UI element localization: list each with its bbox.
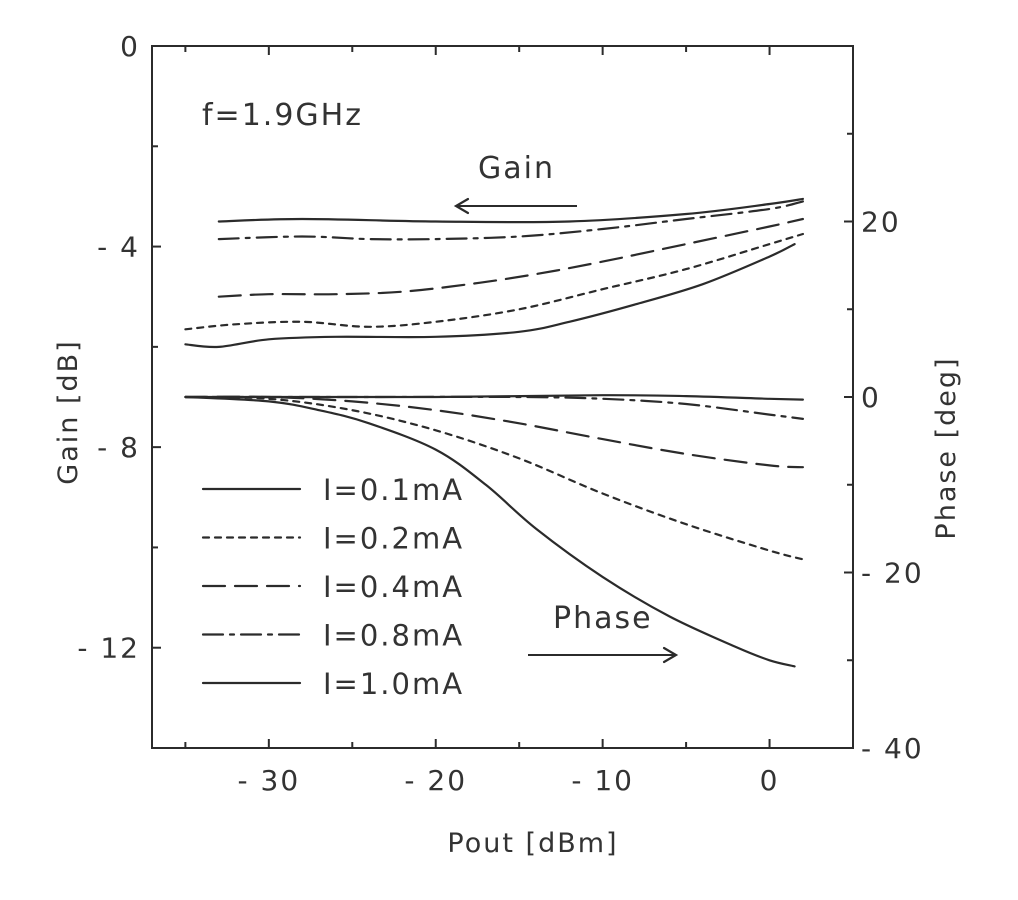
data-curves xyxy=(184,197,804,668)
gain-curve-i-0-4ma xyxy=(217,217,804,298)
x-axis-title: Pout [dBm] xyxy=(447,828,618,859)
gain-annotation: Gain xyxy=(478,151,555,186)
y-tick-label: - 12 xyxy=(77,632,140,665)
x-tick-label: - 10 xyxy=(571,764,634,797)
phase-curve-i-0-8ma xyxy=(184,395,804,420)
legend-label: I=0.1mA xyxy=(323,473,464,507)
gain-arrow xyxy=(453,197,577,215)
gain-curve-i-1-0ma xyxy=(184,243,796,349)
x-tick-label: - 30 xyxy=(238,764,301,797)
y2-tick-label: 0 xyxy=(861,381,881,414)
y-tick-label: - 4 xyxy=(97,231,140,264)
phase-annotation: Phase xyxy=(553,601,653,636)
gain-curve-i-0-8ma xyxy=(217,200,804,241)
phase-arrow xyxy=(528,646,679,664)
phase-curve-i-0-2ma xyxy=(184,395,804,561)
legend-label: I=1.0mA xyxy=(323,667,464,701)
y2-axis-title: Phase [deg] xyxy=(931,356,962,539)
y-tick-label: - 8 xyxy=(97,431,140,464)
legend-label: I=0.8mA xyxy=(323,619,464,653)
axis-ticks: - 30 - 20 - 10 0 0 - 4 - 8 - 12 20 0 - 20 - 40 xyxy=(77,30,924,797)
gain-curve-i-0-2ma xyxy=(184,232,804,331)
y2-tick-label: - 20 xyxy=(861,557,924,590)
y2-tick-label: - 40 xyxy=(861,732,924,765)
x-tick-label: - 20 xyxy=(404,764,467,797)
phase-curve-i-1-0ma xyxy=(184,395,796,668)
legend: I=0.1mA I=0.2mA I=0.4mA I=0.8mA I=1.0mA xyxy=(201,473,464,701)
frequency-annotation: f=1.9GHz xyxy=(202,98,363,133)
y2-tick-label: 20 xyxy=(861,206,901,239)
y-axis-title: Gain [dB] xyxy=(53,339,84,484)
gain-curve-i-0-1ma xyxy=(217,197,804,224)
legend-label: I=0.4mA xyxy=(323,570,464,604)
legend-label: I=0.2mA xyxy=(323,522,464,556)
x-tick-label: 0 xyxy=(760,764,780,797)
y-tick-label: 0 xyxy=(120,30,140,63)
